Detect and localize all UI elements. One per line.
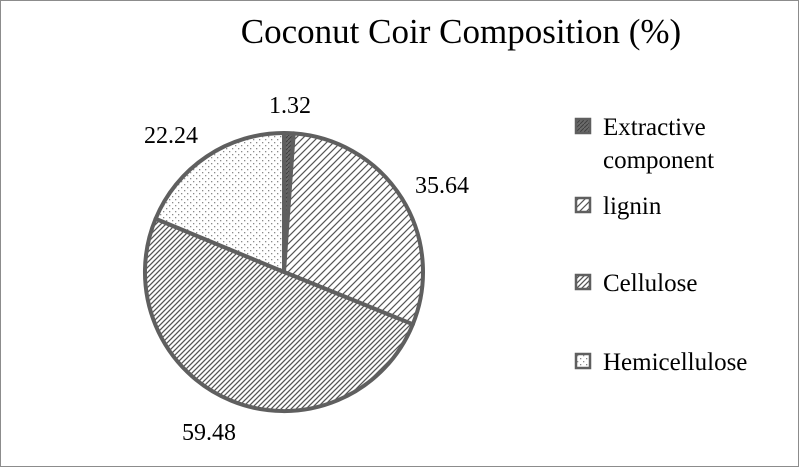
pie-slice-cellulose: [143, 216, 415, 414]
legend-label-extractive-component: Extractive component: [603, 114, 714, 174]
pie-slice-lignin: [282, 131, 425, 327]
legend-swatch-extractive-component: [574, 117, 592, 135]
pie-slice-hemicellulose: [153, 131, 286, 274]
data-label-cellulose: 59.48: [182, 420, 236, 446]
legend-label-lignin: lignin: [603, 193, 662, 220]
pie-data-labels: 1.32 35.64 59.48 22.24: [144, 93, 469, 446]
legend-swatch-cellulose: [574, 273, 592, 291]
data-label-hemicellulose: 22.24: [144, 123, 198, 149]
legend-swatch-hemicellulose: [574, 352, 592, 370]
legend-label-hemicellulose: Hemicellulose: [603, 349, 747, 376]
legend: Extractive component lignin Cellulose Hemice…: [574, 114, 747, 376]
chart-title: Coconut Coir Composition (%): [241, 12, 681, 51]
data-label-lignin: 35.64: [415, 173, 469, 199]
data-label-extractive-component: 1.32: [269, 93, 311, 119]
pie-slices: [143, 131, 425, 414]
legend-label-cellulose: Cellulose: [603, 270, 697, 297]
legend-swatch-lignin: [574, 196, 592, 214]
